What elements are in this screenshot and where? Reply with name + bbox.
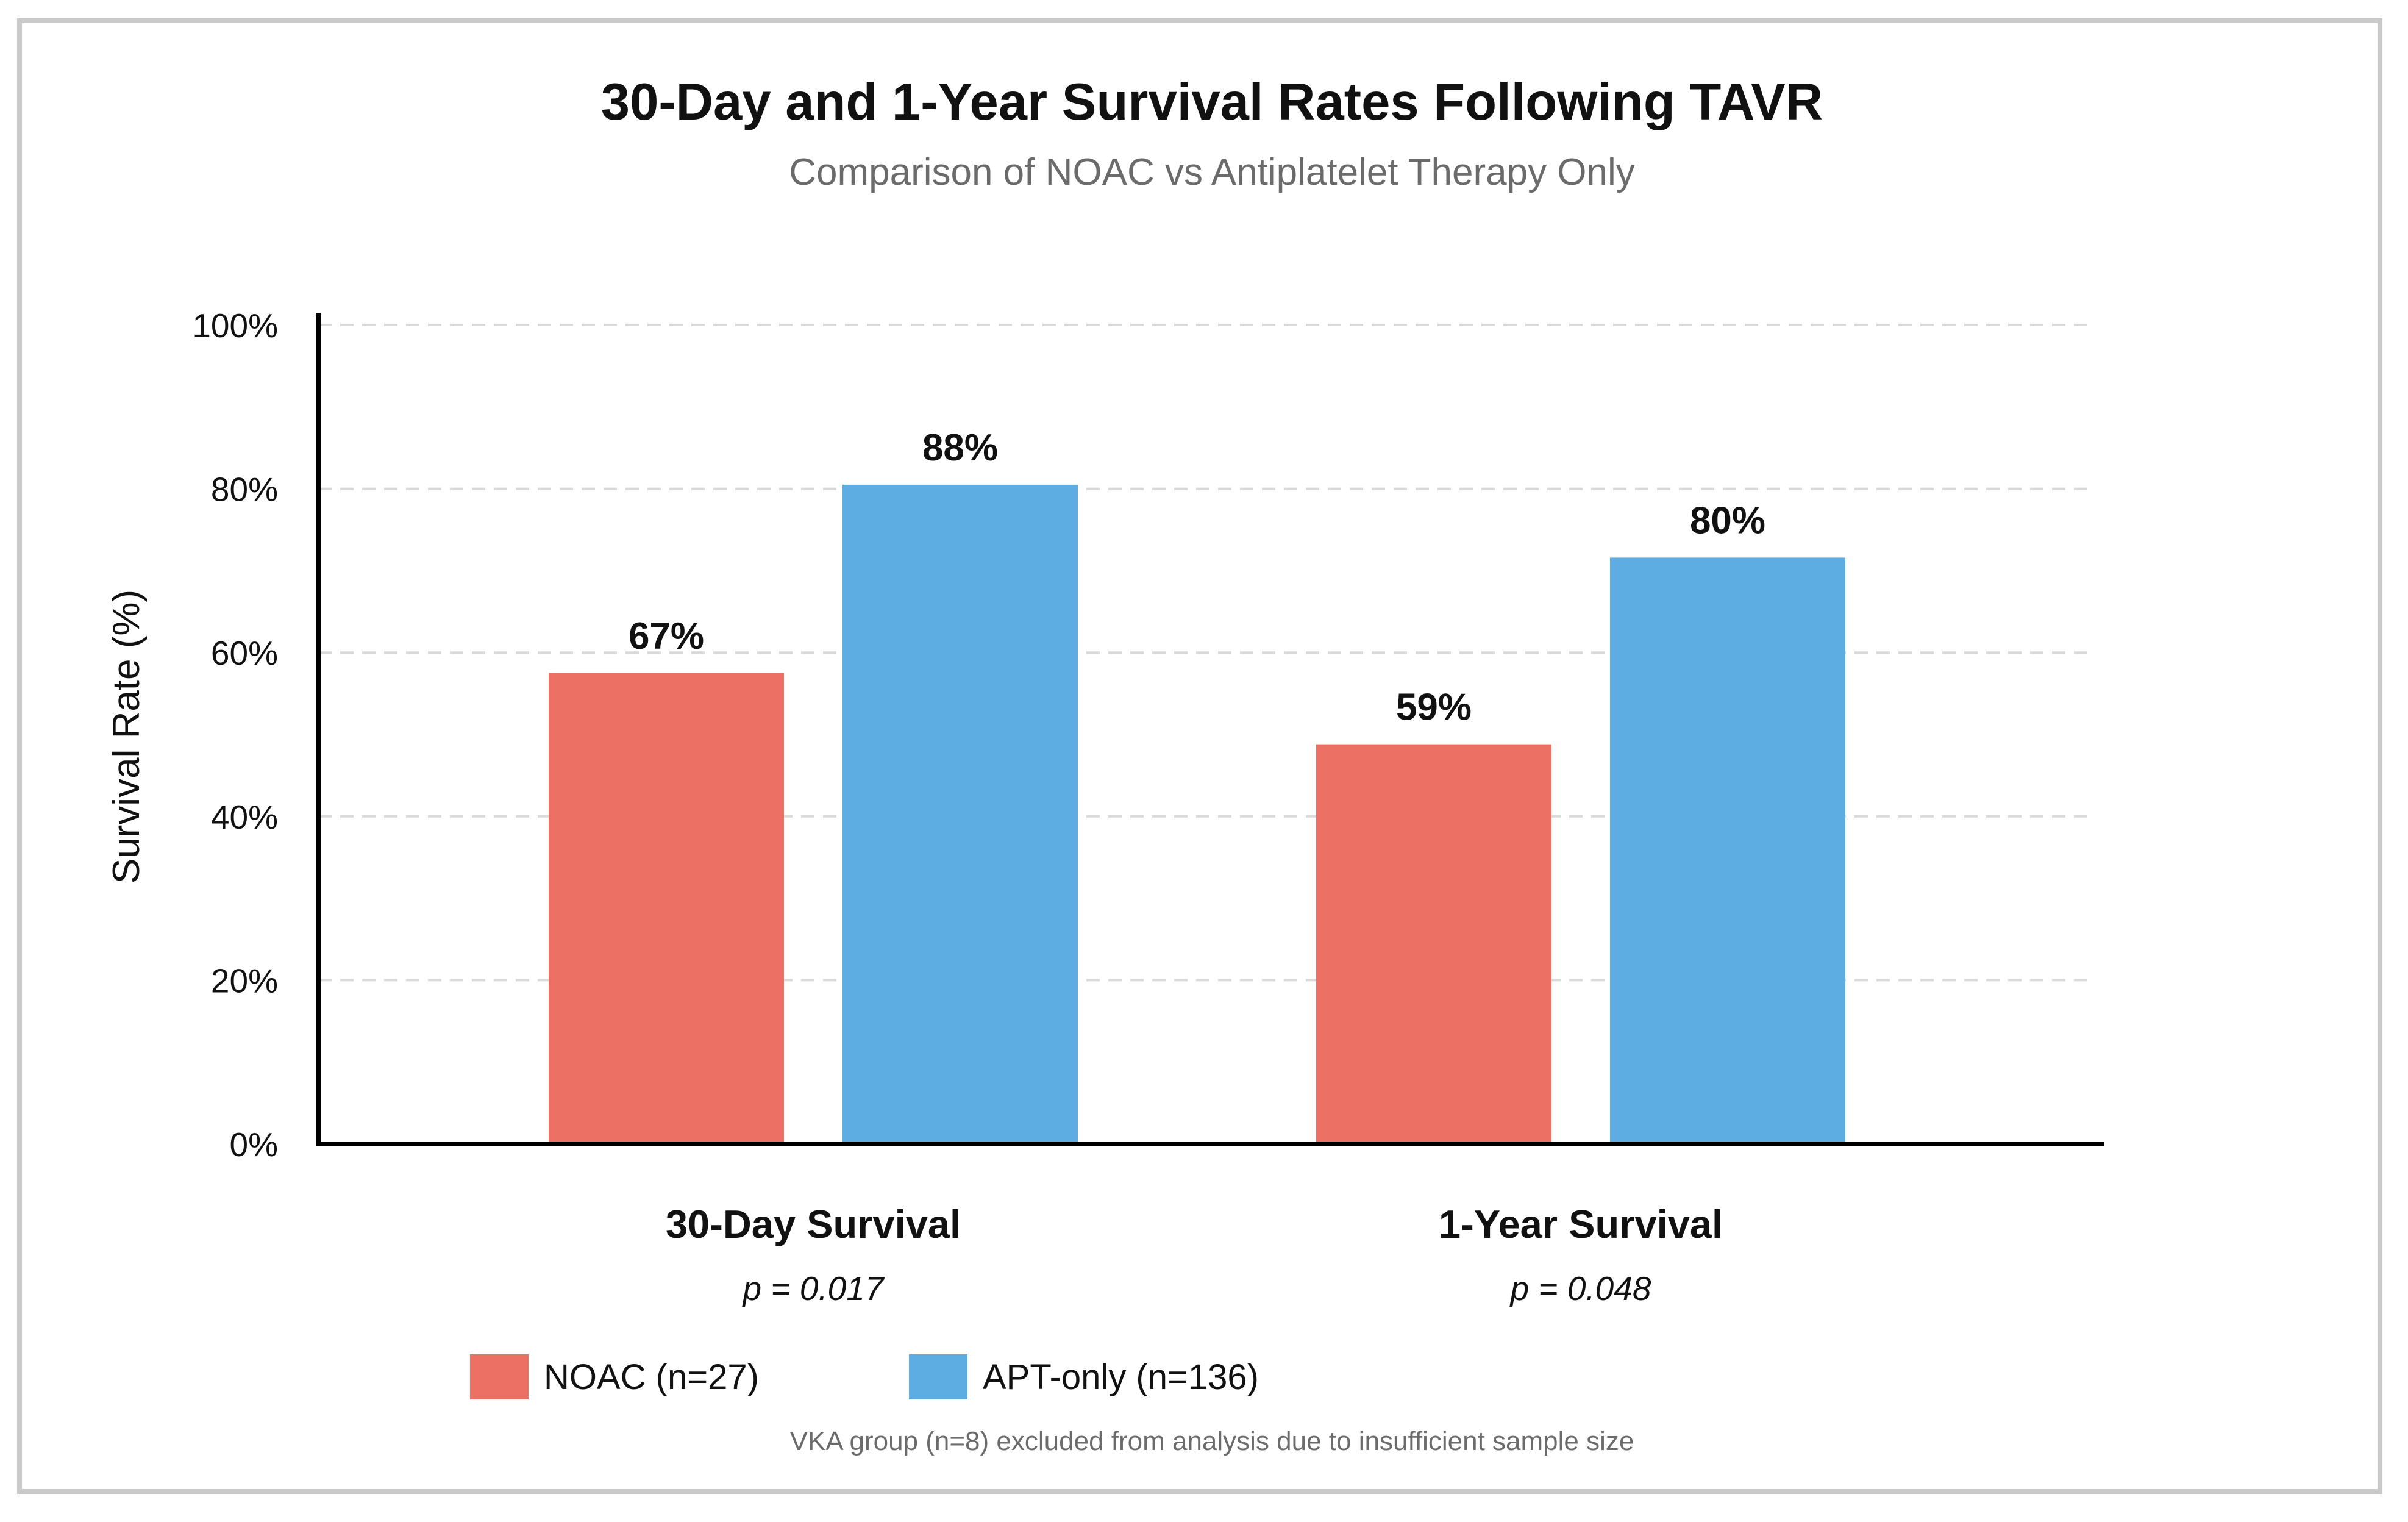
y-tick-label: 60% (211, 634, 278, 672)
legend-swatch (470, 1354, 529, 1399)
data-label: 88% (922, 427, 998, 469)
p-value-label: p = 0.048 (1509, 1270, 1651, 1307)
bar (1316, 744, 1551, 1144)
data-label: 80% (1690, 499, 1765, 541)
data-label: 67% (629, 615, 704, 657)
y-tick-label: 20% (211, 962, 278, 999)
legend: NOAC (n=27) APT-only (n=136) (470, 1354, 1259, 1399)
bars (549, 484, 1845, 1144)
legend-swatch (909, 1354, 967, 1399)
chart-subtitle: Comparison of NOAC vs Antiplatelet Thera… (789, 151, 1635, 193)
chart-title: 30-Day and 1-Year Survival Rates Followi… (601, 73, 1823, 131)
bar (1610, 557, 1845, 1144)
footnote: VKA group (n=8) excluded from analysis d… (790, 1426, 1634, 1456)
x-category-label: 1-Year Survival (1439, 1202, 1723, 1246)
data-label: 59% (1396, 687, 1472, 729)
bar (842, 484, 1078, 1144)
y-tick-label: 0% (230, 1126, 279, 1163)
x-category-label: 30-Day Survival (666, 1202, 961, 1246)
y-tick-label: 40% (211, 798, 278, 836)
chart-frame: 30-Day and 1-Year Survival Rates Followi… (17, 18, 2382, 1494)
bar (549, 673, 784, 1144)
legend-label: NOAC (n=27) (544, 1357, 759, 1397)
chart-svg: 30-Day and 1-Year Survival Rates Followi… (105, 73, 2104, 1456)
labels: 67% 88% 30-Day Survival p = 0.017 59% 80% 1-Ye… (629, 427, 1765, 1307)
y-tick-label: 80% (211, 471, 278, 509)
y-tick-label: 100% (192, 307, 278, 345)
legend-label: APT-only (n=136) (983, 1357, 1259, 1397)
p-value-label: p = 0.017 (742, 1270, 885, 1307)
y-axis-title: Survival Rate (%) (105, 590, 148, 884)
axes: 0% 20% 40% 60% 80% 100% (192, 307, 2104, 1163)
